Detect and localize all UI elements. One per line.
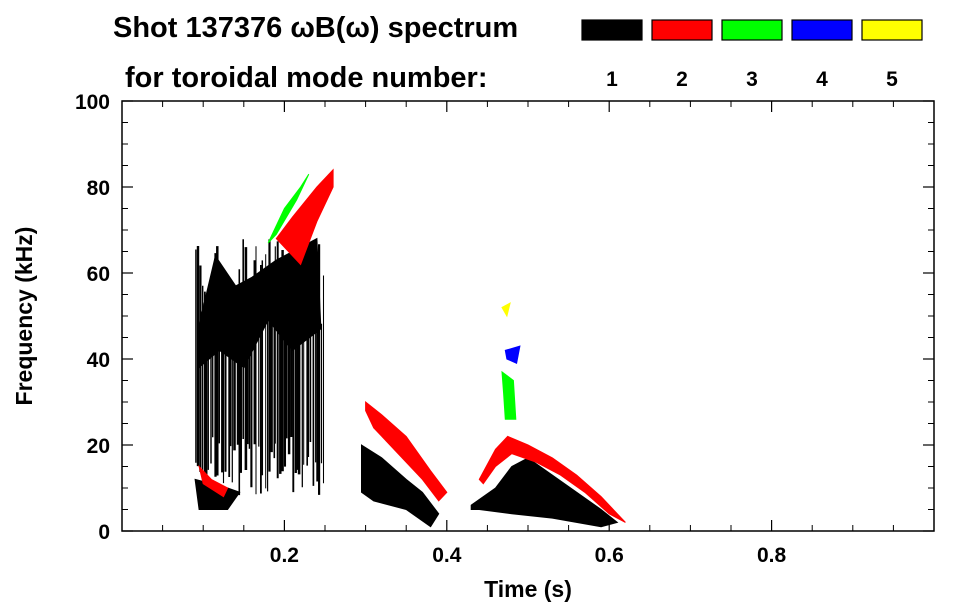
x-tick-label: 0.4 (432, 544, 462, 567)
chart-title-line1: Shot 137376 ωB(ω) spectrum (113, 12, 518, 44)
legend-swatch-mode-2 (651, 19, 713, 41)
spectrum-region-mode-3-10 (501, 370, 517, 420)
legend-label-mode-3: 3 (746, 68, 758, 91)
mode-number-legend: 1 2 3 4 5 (581, 19, 923, 91)
y-tick-label: 100 (75, 91, 110, 114)
legend-swatch-mode-4 (791, 19, 853, 41)
legend-label-mode-2: 2 (676, 68, 688, 91)
y-tick-label: 40 (87, 349, 110, 372)
spectrum-region-mode-2-6 (365, 400, 448, 502)
spectrum-region-mode-2-7 (478, 435, 626, 523)
y-tick-label: 0 (98, 521, 110, 544)
spectrum-data (194, 168, 626, 528)
legend-label-mode-1: 1 (606, 68, 618, 91)
chart-title-line2: for toroidal mode number: (125, 62, 488, 94)
spectrum-region-mode-2-5 (275, 168, 334, 266)
y-tick-label: 60 (87, 263, 110, 286)
spectrum-region-mode-4-11 (504, 345, 521, 365)
spectrum-region-mode-2-8 (198, 464, 229, 498)
legend-label-mode-4: 4 (816, 68, 828, 91)
y-tick-label: 80 (87, 177, 110, 200)
spectrum-region-mode-1-3 (361, 444, 440, 528)
spectrum-region-mode-1-4 (470, 457, 619, 528)
legend-swatch-mode-5 (861, 19, 923, 41)
x-tick-label: 0.6 (595, 544, 624, 567)
legend-swatch-mode-1 (581, 19, 643, 41)
spectrum-region-mode-3-9 (267, 173, 310, 244)
legend-swatch-mode-3 (721, 19, 783, 41)
y-tick-label: 20 (87, 435, 110, 458)
y-axis-label: Frequency (kHz) (11, 227, 37, 406)
x-tick-label: 0.2 (270, 544, 299, 567)
spectrum-region-mode-5-12 (501, 302, 511, 318)
x-tick-label: 0.8 (757, 544, 787, 567)
spectrum-region-mode-1-1 (198, 237, 322, 369)
x-axis-label: Time (s) (484, 576, 572, 602)
axis-ticks: 0.2 0.4 0.6 0.8 0 20 40 60 80 100 (75, 91, 934, 567)
legend-label-mode-5: 5 (886, 68, 898, 91)
